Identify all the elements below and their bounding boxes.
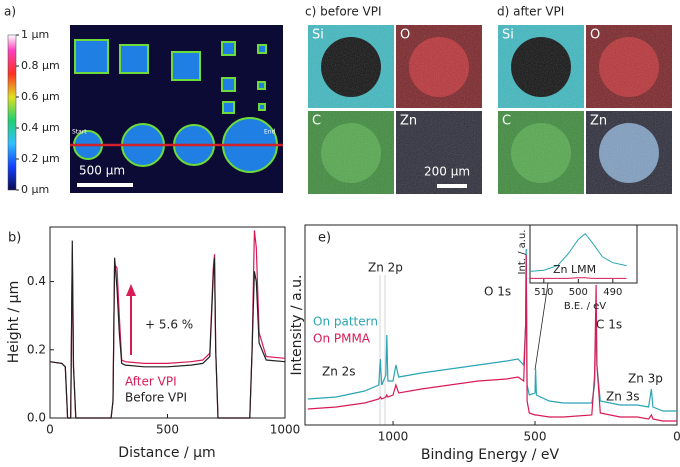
- legend-entry: After VPI: [125, 375, 177, 389]
- panel-label: b): [8, 231, 21, 246]
- edx-maps: [308, 25, 672, 194]
- colorbar-tick-label: 0.6 µm: [21, 90, 60, 103]
- map-noise: [498, 25, 584, 108]
- series-line: [49, 240, 286, 419]
- inset-pointer: [534, 282, 549, 371]
- colorbar-tick-label: 0.2 µm: [21, 152, 60, 165]
- colorbar-tick-label: 1 µm: [21, 28, 49, 41]
- x-tick-label: 1000: [378, 430, 409, 444]
- annotation: C 1s: [596, 318, 622, 332]
- map-element-label: Zn: [400, 114, 417, 129]
- x-tick-label: 500: [569, 287, 588, 298]
- colorbar: [7, 34, 17, 191]
- end-label: End: [264, 129, 276, 136]
- annotation: Zn 2p: [368, 261, 403, 275]
- x-tick-label: 0: [673, 430, 680, 444]
- y-tick-label: 0.2: [27, 342, 46, 356]
- map-noise: [308, 25, 394, 108]
- map-element-label: Zn: [590, 114, 607, 129]
- start-label: Start: [72, 129, 87, 136]
- legend-entry: Before VPI: [125, 391, 187, 405]
- y-axis-label: Height / µm: [6, 281, 22, 363]
- map-noise: [586, 111, 672, 194]
- map-element-label: O: [590, 28, 600, 43]
- annotation: Zn LMM: [553, 263, 596, 276]
- series-line: [529, 232, 627, 272]
- annotation: O 1s: [484, 285, 511, 299]
- plot-frame: [529, 224, 638, 284]
- map-element-label: C: [312, 114, 321, 129]
- y-tick-label: 0.4: [27, 274, 46, 288]
- x-axis-label: Distance / µm: [118, 445, 215, 461]
- afm-image: [70, 25, 283, 193]
- panel-label: e): [318, 231, 331, 246]
- x-tick-label: 500: [156, 423, 179, 437]
- colorbar-tick-label: 0 µm: [21, 183, 49, 196]
- map-noise: [308, 111, 394, 194]
- y-tick-label: 0.0: [27, 411, 46, 425]
- map-element-label: O: [400, 28, 410, 43]
- map-element-label: C: [502, 114, 511, 129]
- annotation: Zn 2s: [322, 365, 356, 379]
- x-tick-label: 500: [524, 430, 547, 444]
- y-axis-label: Intensity / a.u.: [289, 275, 305, 376]
- x-axis-label: Binding Energy / eV: [421, 447, 560, 463]
- map-noise: [396, 111, 482, 194]
- series-line: [307, 248, 677, 412]
- panel-label: c) before VPI: [305, 5, 382, 19]
- map-noise: [498, 111, 584, 194]
- legend-entry: On PMMA: [313, 332, 371, 346]
- series-line: [530, 277, 627, 279]
- plot-frame: [304, 224, 678, 426]
- panel-label: a): [4, 5, 16, 19]
- legend-entry: On pattern: [313, 315, 378, 329]
- colorbar-tick-label: 0.4 µm: [21, 121, 60, 134]
- map-element-label: Si: [502, 28, 514, 43]
- colorbar-tick-label: 0.8 µm: [21, 59, 60, 72]
- x-tick-label: 1000: [270, 423, 301, 437]
- x-axis-label: B.E. / eV: [564, 301, 606, 312]
- annotation: Zn 3p: [628, 372, 663, 386]
- scale-bar-label: 200 µm: [424, 165, 470, 179]
- scale-bar-label: 500 µm: [79, 164, 125, 178]
- map-noise: [586, 25, 672, 108]
- scale-bar: [437, 184, 467, 188]
- annotation: + 5.6 %: [145, 318, 193, 332]
- x-tick-label: 490: [603, 287, 622, 298]
- x-tick-label: 0: [46, 423, 54, 437]
- map-noise: [396, 25, 482, 108]
- y-axis-label: Int. / a.u.: [517, 230, 528, 275]
- x-tick-label: 510: [534, 287, 553, 298]
- series-line: [307, 254, 677, 422]
- panel-label: d) after VPI: [497, 5, 564, 19]
- map-element-label: Si: [312, 28, 324, 43]
- arrow-head: [126, 284, 136, 296]
- annotation: Zn 3s: [606, 390, 640, 404]
